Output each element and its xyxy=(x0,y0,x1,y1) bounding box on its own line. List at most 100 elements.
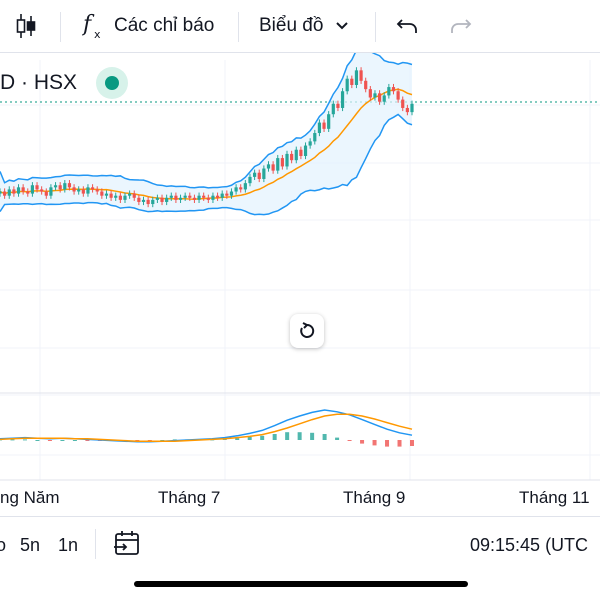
candle-body xyxy=(248,176,252,184)
candle-body xyxy=(160,197,164,202)
bollinger-upper-line xyxy=(0,53,413,189)
function-icon: f x xyxy=(82,11,106,41)
candle-body xyxy=(396,91,400,100)
macd-histogram-bar xyxy=(285,432,290,440)
bollinger-lower-line xyxy=(0,113,413,216)
candle-body xyxy=(377,93,382,102)
range-button-partial[interactable]: o xyxy=(0,535,7,555)
candle-body xyxy=(30,185,35,194)
candle-body xyxy=(165,197,169,202)
candle-body xyxy=(382,95,386,102)
candle-body xyxy=(114,195,118,198)
candle-body xyxy=(40,189,44,192)
candle-body xyxy=(317,122,322,134)
xaxis-label-2: Tháng 9 xyxy=(343,488,406,507)
macd-histogram-bar xyxy=(260,435,265,440)
candle-body xyxy=(294,149,298,161)
candle-body xyxy=(410,103,414,113)
indicators-button[interactable]: f x Các chỉ báo xyxy=(82,0,214,52)
candle-body xyxy=(211,195,215,200)
symbol-legend[interactable]: D · HSX xyxy=(0,66,77,100)
candle-body xyxy=(95,189,99,192)
redo-icon xyxy=(450,16,472,36)
macd-histogram-bar xyxy=(72,440,77,441)
candle-body xyxy=(63,183,67,190)
macd-histogram-bar xyxy=(235,438,240,440)
candle-body xyxy=(290,153,294,161)
chart-type-button[interactable]: Biểu đồ xyxy=(259,0,349,52)
candle-body xyxy=(86,187,90,194)
bollinger-bands xyxy=(0,53,413,216)
symbol-text: D · HSX xyxy=(0,71,78,94)
chart-grid xyxy=(0,60,600,481)
candle-body xyxy=(72,187,76,192)
macd-histogram-bar xyxy=(397,440,402,447)
candle-body xyxy=(137,197,141,202)
macd-histogram-bar xyxy=(272,434,277,440)
candle-body xyxy=(271,164,275,171)
candle-body xyxy=(368,89,372,98)
candle-body xyxy=(229,191,234,196)
candle-body xyxy=(340,91,345,108)
candle-body xyxy=(331,103,335,115)
candle-body xyxy=(350,78,354,85)
bollinger-basis-line xyxy=(0,88,413,200)
candle-body xyxy=(206,197,210,200)
candle-body xyxy=(35,185,39,190)
candle-body xyxy=(336,103,340,108)
candle-body xyxy=(183,195,187,198)
calendar-range-icon[interactable] xyxy=(112,529,142,559)
candle-body xyxy=(308,141,312,146)
candle-body xyxy=(257,172,261,179)
candle-body xyxy=(174,195,178,200)
clock-time[interactable]: 09:15:45 (UTC xyxy=(470,535,589,555)
market-status-indicator[interactable] xyxy=(96,67,128,99)
candle-body xyxy=(44,191,48,196)
bottom-bar: o 5n 1n 09:15:45 (UTC xyxy=(0,516,600,573)
macd-histogram-bar xyxy=(322,434,327,440)
xaxis-label-1: Tháng 7 xyxy=(158,488,221,507)
range-button-1n[interactable]: 1n xyxy=(58,535,79,555)
svg-text:x: x xyxy=(94,28,101,41)
macd-histogram-bar xyxy=(385,440,390,447)
redo-button[interactable] xyxy=(450,0,472,52)
candle-body xyxy=(285,153,289,167)
macd-histogram-bar xyxy=(372,440,377,446)
candle-body xyxy=(303,145,308,156)
price-chart[interactable] xyxy=(0,53,600,516)
undo-button[interactable] xyxy=(396,0,418,52)
macd-histogram-bar xyxy=(347,440,352,441)
candle-body xyxy=(327,114,331,129)
candle-body xyxy=(401,99,405,108)
candle-body xyxy=(262,168,266,179)
candle-body xyxy=(0,191,2,194)
reset-chart-button[interactable] xyxy=(290,314,324,348)
candle-body xyxy=(141,199,146,202)
macd-histogram-bar xyxy=(60,440,65,441)
candle-body xyxy=(16,187,21,194)
candle-body xyxy=(188,195,192,198)
macd-histogram-bar xyxy=(297,432,302,440)
candle-body xyxy=(345,78,349,92)
chart-toolbar: f x Các chỉ báo Biểu đồ xyxy=(0,0,600,53)
candle-body xyxy=(3,191,7,196)
candle-body xyxy=(234,187,238,192)
macd-histogram-bar xyxy=(410,440,414,446)
candle-body xyxy=(239,187,243,190)
range-button-5n[interactable]: 5n xyxy=(20,535,41,555)
macd-histogram-bar xyxy=(10,439,15,441)
candle-body xyxy=(100,191,104,196)
candle-body xyxy=(104,193,109,196)
candle-body xyxy=(21,187,25,192)
reset-icon xyxy=(298,322,316,340)
candle-body xyxy=(215,195,220,198)
candle-body xyxy=(391,87,396,92)
candle-body xyxy=(53,185,58,188)
candle-body xyxy=(192,197,197,200)
candlestick-button[interactable] xyxy=(14,0,38,52)
macd-histogram-bar xyxy=(47,440,52,441)
candle-body xyxy=(26,191,30,194)
candle-body xyxy=(197,195,201,200)
candle-body xyxy=(387,87,391,96)
macd-pane xyxy=(0,409,414,447)
